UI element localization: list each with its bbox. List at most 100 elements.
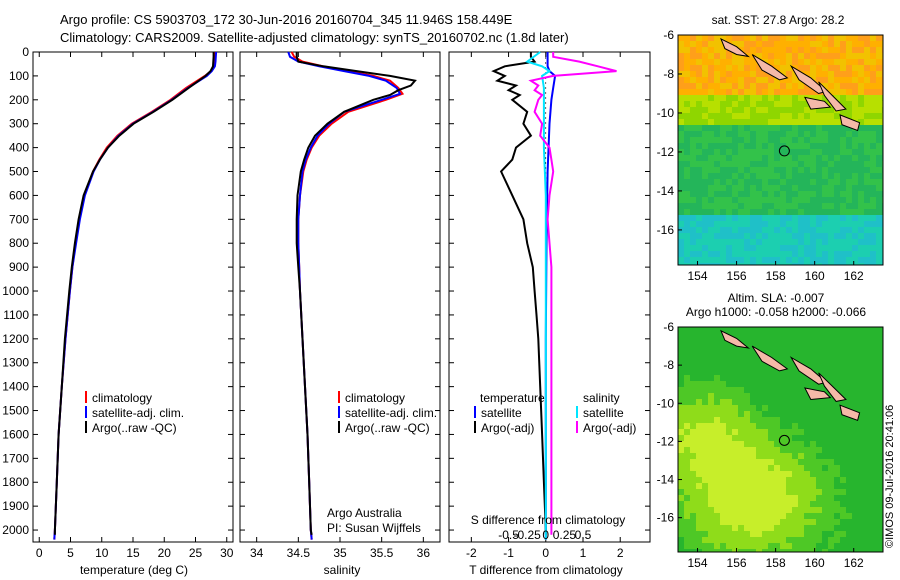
map-cell xyxy=(696,41,703,48)
map-cell xyxy=(864,173,871,180)
map-cell xyxy=(822,173,829,180)
map-cell xyxy=(858,161,865,168)
map-cell xyxy=(780,495,787,502)
map-cell xyxy=(774,495,781,502)
map-cell xyxy=(762,483,769,490)
map-cell xyxy=(756,339,763,346)
map-cell xyxy=(690,71,697,78)
map-cell xyxy=(858,399,865,406)
map-cell xyxy=(810,179,817,186)
map-cell xyxy=(720,549,727,552)
map-cell xyxy=(756,83,763,90)
map-cell xyxy=(828,173,835,180)
map-cell xyxy=(864,59,871,66)
map-cell xyxy=(852,399,859,406)
map-cell xyxy=(840,543,847,550)
map-cell xyxy=(678,525,685,532)
map-cell xyxy=(864,191,871,198)
map-cell xyxy=(732,71,739,78)
map-cell xyxy=(726,327,733,334)
map-cell xyxy=(870,101,877,108)
map-cell xyxy=(840,137,847,144)
map-cell xyxy=(750,125,757,132)
map-cell xyxy=(696,513,703,520)
map-cell xyxy=(810,65,817,72)
map-cell xyxy=(864,89,871,96)
map-cell xyxy=(786,525,793,532)
map-cell xyxy=(684,411,691,418)
series-line-argo xyxy=(295,52,417,535)
map-cell xyxy=(780,167,787,174)
map-cell xyxy=(678,221,685,228)
map-cell xyxy=(870,447,877,454)
map-cell xyxy=(684,65,691,72)
map-cell xyxy=(828,495,835,502)
island xyxy=(803,387,832,401)
map-cell xyxy=(756,95,763,102)
map-cell xyxy=(762,125,769,132)
map-cell xyxy=(708,155,715,162)
map-cell xyxy=(852,447,859,454)
island xyxy=(839,114,861,132)
map-cell xyxy=(816,327,823,334)
map-cell xyxy=(816,149,823,156)
map-cell xyxy=(870,429,877,436)
map-cell xyxy=(720,119,727,126)
map-cell xyxy=(696,477,703,484)
map-cell xyxy=(846,387,853,394)
map-cell xyxy=(720,215,727,222)
map-cell xyxy=(822,435,829,442)
map-cell xyxy=(786,101,793,108)
map-cell xyxy=(720,53,727,60)
map-cell xyxy=(816,477,823,484)
y-tick-label: 100 xyxy=(9,69,29,83)
map-cell xyxy=(720,161,727,168)
map-cell xyxy=(684,209,691,216)
map-cell xyxy=(762,227,769,234)
map-cell xyxy=(774,501,781,508)
map-cell xyxy=(846,513,853,520)
map-cell xyxy=(684,167,691,174)
map-cell xyxy=(744,495,751,502)
x-tick-label: 10 xyxy=(95,546,109,560)
map-cell xyxy=(738,215,745,222)
map-cell xyxy=(696,155,703,162)
map-cell xyxy=(738,227,745,234)
map-cell xyxy=(696,221,703,228)
map-cell xyxy=(768,531,775,538)
map-cell xyxy=(744,89,751,96)
map-cell xyxy=(786,155,793,162)
map-cell xyxy=(690,77,697,84)
map-cell xyxy=(684,369,691,376)
map-cell xyxy=(726,537,733,544)
map-cell xyxy=(726,369,733,376)
map-cell xyxy=(864,525,871,532)
map-cell xyxy=(870,83,877,90)
map-cell xyxy=(738,35,745,42)
map-cell xyxy=(834,459,841,466)
map-cell xyxy=(780,393,787,400)
map-cell xyxy=(786,471,793,478)
legend-title-temperature: temperature xyxy=(480,391,545,405)
map-cell xyxy=(798,453,805,460)
map-cell xyxy=(846,257,853,264)
map-cell xyxy=(750,543,757,550)
map-cell xyxy=(822,489,829,496)
map-frame xyxy=(677,326,884,553)
map-cell xyxy=(828,435,835,442)
map-cell xyxy=(834,375,841,382)
map-cell xyxy=(864,137,871,144)
map-cell xyxy=(708,447,715,454)
map-cell xyxy=(744,125,751,132)
map-cell xyxy=(798,483,805,490)
map-cell xyxy=(720,369,727,376)
map-cell xyxy=(738,179,745,186)
map-cell xyxy=(756,203,763,210)
map-cell xyxy=(732,363,739,370)
map-cell xyxy=(684,429,691,436)
map-cell xyxy=(678,245,685,252)
map-cell xyxy=(750,381,757,388)
map-cell xyxy=(726,453,733,460)
y-tick-label: -10 xyxy=(657,396,675,410)
map-cell xyxy=(750,537,757,544)
